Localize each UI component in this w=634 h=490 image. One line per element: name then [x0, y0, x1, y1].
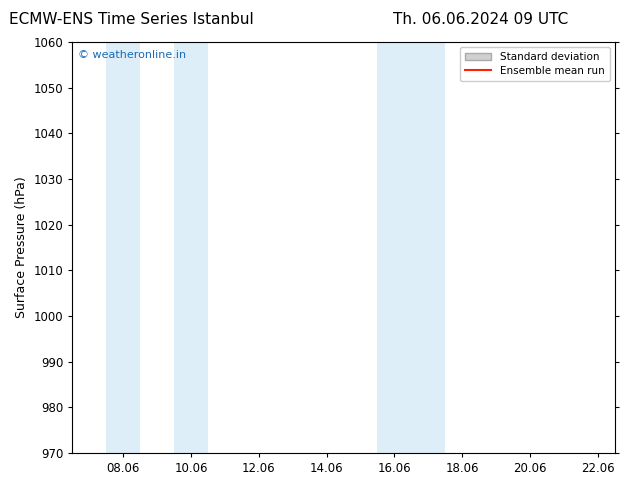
Legend: Standard deviation, Ensemble mean run: Standard deviation, Ensemble mean run: [460, 47, 610, 81]
Bar: [174, 42, 208, 453]
Bar: [411, 42, 445, 453]
Bar: [377, 42, 411, 453]
Bar: [107, 42, 140, 453]
Text: Th. 06.06.2024 09 UTC: Th. 06.06.2024 09 UTC: [393, 12, 568, 27]
Text: ECMW-ENS Time Series Istanbul: ECMW-ENS Time Series Istanbul: [9, 12, 254, 27]
Text: © weatheronline.in: © weatheronline.in: [78, 50, 186, 60]
Y-axis label: Surface Pressure (hPa): Surface Pressure (hPa): [15, 176, 28, 318]
